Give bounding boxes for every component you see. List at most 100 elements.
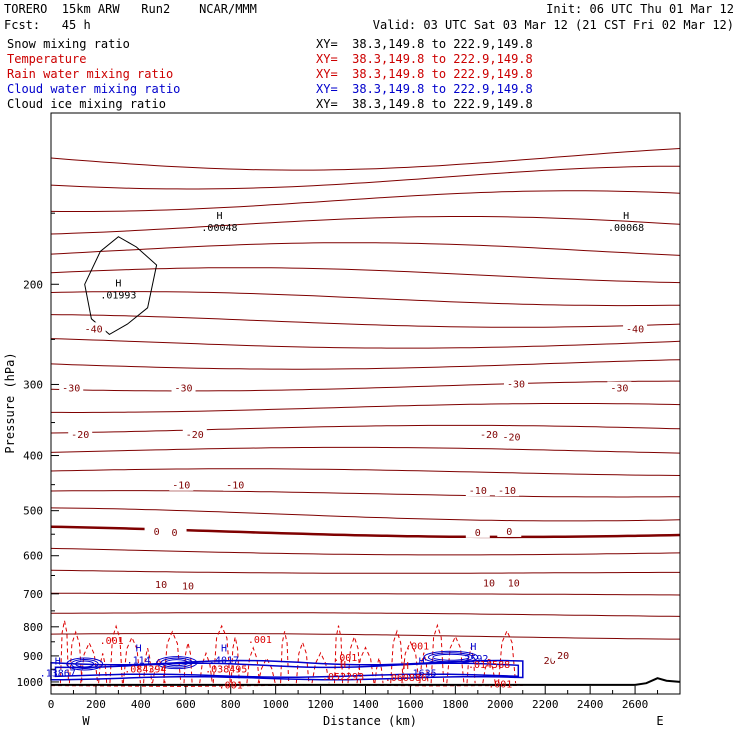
temperature-label: -10 — [226, 481, 244, 492]
extremum-marker: H — [470, 642, 476, 653]
extremum-value: .038495 — [205, 665, 247, 676]
isotherm-line — [50, 216, 681, 235]
rain-contour — [466, 647, 476, 684]
rain-contour — [482, 656, 496, 684]
temperature-label: -20 — [502, 433, 520, 444]
temperature-label: 0 — [506, 527, 512, 538]
extremum-value: .001 — [219, 680, 243, 691]
contour-labels: -40 -40-30 -30 -30 -30-20 -20 -20 -20-10 -10 -10-… — [40, 211, 648, 691]
cloud-water-contour — [160, 657, 194, 668]
temperature-label-bg — [68, 427, 93, 440]
field-xy-cloud-ice: XY= 38.3,149.8 to 222.9,149.8 — [316, 97, 533, 111]
temperature-label-bg — [551, 648, 576, 661]
extremum-value: .4017 — [209, 655, 239, 666]
extremum-marker: H — [403, 661, 409, 672]
temperature-label-bg — [504, 377, 529, 390]
extremum-value: .00068 — [608, 223, 644, 234]
temperature-label-bg — [169, 478, 194, 491]
east-label: E — [656, 714, 663, 728]
extremum-value: .13867 — [40, 668, 76, 679]
rain-contour — [498, 629, 517, 684]
extremum-value: .001 — [488, 680, 512, 691]
header-valid: Valid: 03 UTC Sat 03 Mar 12 (21 CST Fri … — [372, 18, 734, 32]
temperature-label: 10 — [155, 580, 167, 591]
x-tick-label: 400 — [131, 698, 151, 711]
isotherm-line — [51, 592, 681, 596]
temperature-label-bg — [607, 381, 632, 394]
rain-contour — [122, 636, 141, 684]
temperature-label-bg — [465, 484, 490, 497]
x-tick-label: 2000 — [487, 698, 514, 711]
extremum-value: .1635 — [407, 668, 437, 679]
temperature-label-bg — [495, 484, 520, 497]
temperature-label-bg — [497, 524, 522, 537]
extremum-marker: H — [216, 211, 222, 222]
field-name-snow: Snow mixing ratio — [7, 37, 130, 51]
x-tick-label: 600 — [176, 698, 196, 711]
extremum-marker: H — [623, 211, 629, 222]
cloud-water-contours — [50, 650, 524, 681]
cloud-water-contour — [427, 652, 474, 663]
temperature-label-bg — [465, 525, 490, 538]
cloud-water-contour — [70, 659, 99, 670]
temperature-label: -30 — [507, 379, 525, 390]
field-xy-snow: XY= 38.3,149.8 to 222.9,149.8 — [316, 37, 533, 51]
cloud-water-contour — [50, 659, 524, 681]
isotherm-line — [50, 165, 680, 190]
extremum-marker: H — [340, 660, 346, 671]
temperature-label-bg — [501, 576, 526, 589]
y-tick-label: 700 — [23, 588, 43, 601]
terrain-profile — [51, 677, 681, 686]
rain-contour — [109, 624, 123, 684]
x-tick-label: 0 — [48, 698, 55, 711]
x-axis-label: Distance (km) — [323, 714, 417, 728]
field-name-rain: Rain water mixing ratio — [7, 67, 174, 81]
isotherm-line — [50, 569, 680, 574]
extremum-value: .001 — [405, 642, 429, 653]
isotherm-line — [50, 468, 681, 476]
temperature-label: -30 — [62, 384, 80, 395]
temperature-label: 0 — [172, 528, 178, 539]
rain-contour — [68, 630, 83, 684]
temperature-label: -30 — [175, 384, 193, 395]
field-name-temperature: Temperature — [7, 52, 87, 66]
temperature-label-bg — [499, 430, 524, 443]
extremum-value: .00048 — [201, 223, 237, 234]
isotherm-line — [50, 190, 681, 212]
isotherm-line — [51, 403, 681, 413]
extremum-marker: H — [55, 656, 61, 667]
temperature-label: -30 — [610, 384, 628, 395]
temperature-label: -40 — [85, 324, 103, 335]
y-tick-label: 900 — [23, 650, 43, 663]
extremum-value: .2592 — [458, 654, 488, 665]
temperature-label: -10 — [498, 486, 516, 497]
extremum-value: .014588 — [468, 660, 510, 671]
temperature-label: -10 — [172, 481, 190, 492]
y-tick-label: 400 — [23, 450, 43, 463]
extremum-marker: H — [136, 643, 142, 654]
x-tick-label: 1800 — [442, 698, 469, 711]
field-name-cloud-ice: Cloud ice mixing ratio — [7, 97, 166, 111]
isotherm-line — [50, 148, 681, 171]
rain-contour — [334, 625, 344, 684]
rain-contour — [98, 653, 108, 684]
y-tick-label: 500 — [23, 505, 43, 518]
x-tick-label: 1400 — [352, 698, 379, 711]
rain-contour — [419, 652, 429, 684]
header-title: TORERO 15km ARW Run2 NCAR/MMM — [4, 2, 257, 16]
y-tick-label: 800 — [23, 621, 43, 634]
temperature-label-bg — [171, 381, 196, 394]
rain-contour — [280, 631, 290, 684]
cloud-water-contour — [54, 662, 520, 678]
isotherm-line — [50, 612, 681, 617]
temperature-label-bg — [477, 427, 502, 440]
x-tick-label: 200 — [86, 698, 106, 711]
rain-contour — [212, 624, 231, 684]
field-name-cloud-water: Cloud water mixing ratio — [7, 82, 181, 96]
isotherm-line — [50, 490, 680, 498]
x-tick-label: 2400 — [577, 698, 604, 711]
rain-contour — [390, 629, 404, 684]
temperature-label: 10 — [483, 579, 495, 590]
